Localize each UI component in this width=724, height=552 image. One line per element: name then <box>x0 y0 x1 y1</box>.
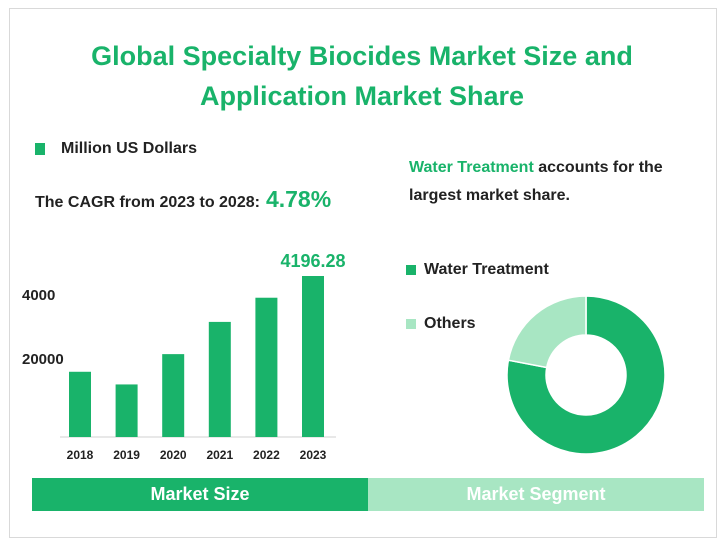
x-tick-2022: 2022 <box>253 448 280 462</box>
x-tick-2020: 2020 <box>160 448 187 462</box>
bar-2020 <box>162 354 185 437</box>
bar-2022 <box>255 297 278 437</box>
y-tick-label: 4000 <box>22 287 55 304</box>
pie-legend-others: Others <box>406 315 476 333</box>
bar-2021 <box>208 321 231 437</box>
title-line-1: Global Specialty Biocides Market Size an… <box>91 41 633 71</box>
cagr-label: The CAGR from 2023 to 2028: <box>35 194 260 211</box>
pie-legend-water-label: Water Treatment <box>424 261 549 278</box>
donut-slice-water-treatment <box>506 295 666 455</box>
pie-legend-others-swatch <box>406 319 416 329</box>
bar-legend-label: Million US Dollars <box>61 140 198 157</box>
bar-legend: Million US Dollars <box>35 140 197 158</box>
x-tick-2019: 2019 <box>113 448 140 462</box>
headline-highlight: Water Treatment <box>409 159 534 176</box>
bar-data-label: 4196.28 <box>280 251 345 271</box>
x-tick-2023: 2023 <box>300 448 327 462</box>
pie-legend-water: Water Treatment <box>406 261 549 279</box>
cagr-text: The CAGR from 2023 to 2028: 4.78% <box>35 186 331 213</box>
page-title: Global Specialty Biocides Market Size an… <box>0 36 724 116</box>
donut-slice-others <box>507 295 587 369</box>
pie-legend-others-label: Others <box>424 315 476 332</box>
bar-2023 <box>302 276 324 437</box>
bar-2019 <box>115 384 138 437</box>
bar-2018 <box>69 371 91 437</box>
tab-market-segment[interactable]: Market Segment <box>368 478 704 511</box>
cagr-value: 4.78% <box>265 186 332 212</box>
y-tick-label: 20000 <box>22 351 64 368</box>
tab-market-size[interactable]: Market Size <box>32 478 368 511</box>
headline-rest: accounts for the largest market share. <box>409 159 663 204</box>
x-tick-2021: 2021 <box>206 448 233 462</box>
pie-legend-water-swatch <box>406 265 416 275</box>
segment-headline: Water Treatment accounts for the largest… <box>409 154 689 210</box>
title-line-2: Application Market Share <box>199 81 525 111</box>
bar-legend-swatch <box>35 143 45 155</box>
x-tick-2018: 2018 <box>67 448 94 462</box>
